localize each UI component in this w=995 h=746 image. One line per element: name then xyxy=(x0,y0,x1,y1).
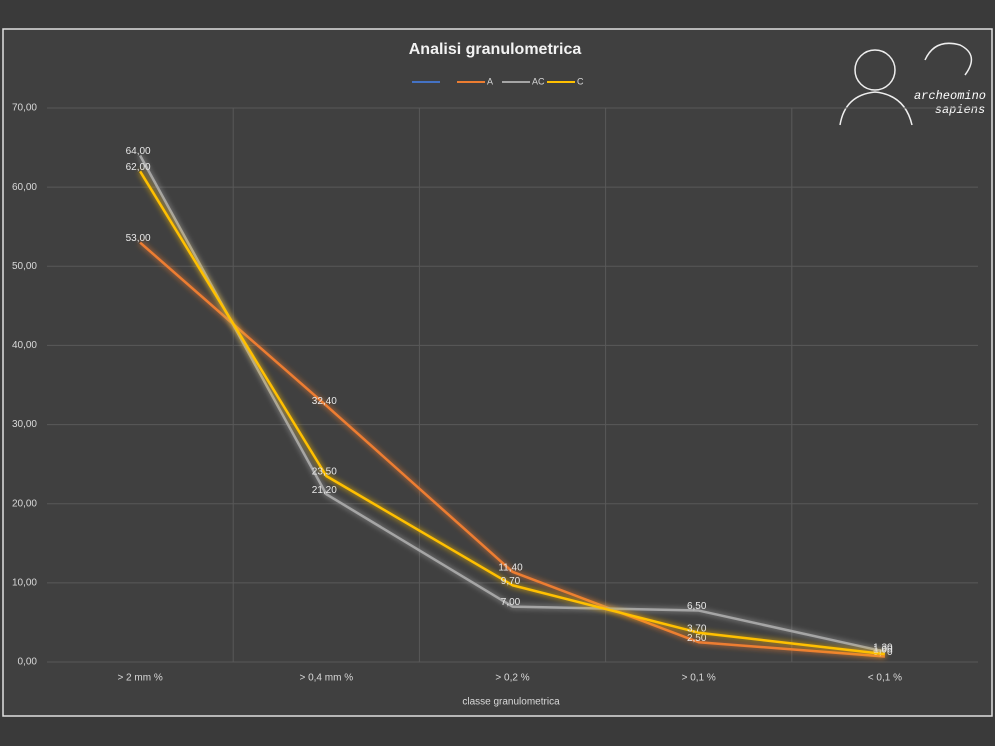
data-label: 9,70 xyxy=(501,576,521,587)
logo-text: archeomino xyxy=(914,89,986,103)
data-label: 11,40 xyxy=(498,562,523,573)
y-tick-label: 10,00 xyxy=(12,577,37,588)
legend-label: C xyxy=(577,76,584,86)
y-tick-label: 40,00 xyxy=(12,340,37,351)
y-tick-label: 60,00 xyxy=(12,182,37,193)
y-tick-label: 30,00 xyxy=(12,419,37,430)
logo: archeomino sapiens xyxy=(839,42,986,126)
chart-frame xyxy=(2,28,993,717)
data-label: 62,00 xyxy=(126,162,151,173)
data-label: 2,50 xyxy=(687,633,707,644)
x-tick-label: > 0,1 % xyxy=(682,673,716,684)
x-axis-label: classe granulometrica xyxy=(462,697,560,708)
legend-label: A xyxy=(487,76,493,86)
series-line xyxy=(139,170,886,656)
data-label: 1,00 xyxy=(873,645,893,656)
x-tick-label: > 0,2 % xyxy=(495,673,529,684)
data-label: 6,50 xyxy=(687,601,707,612)
data-label: 1,30 xyxy=(873,642,893,653)
data-label: 21,20 xyxy=(312,485,337,496)
x-tick-label: < 0,1 % xyxy=(868,673,902,684)
series-line xyxy=(139,154,886,653)
x-tick-label: > 0,4 mm % xyxy=(299,673,353,684)
logo-face xyxy=(854,49,896,91)
data-label: 53,00 xyxy=(126,233,151,244)
data-label: 7,00 xyxy=(501,597,521,608)
y-tick-label: 20,00 xyxy=(12,498,37,509)
y-tick-label: 70,00 xyxy=(12,103,37,114)
chart-title: Analisi granulometrica xyxy=(409,41,582,58)
data-label: 3,70 xyxy=(687,623,707,634)
logo-bubble xyxy=(924,42,973,76)
data-label: 23,50 xyxy=(312,467,337,478)
data-label: 0,70 xyxy=(873,647,893,658)
y-tick-label: 0,00 xyxy=(18,657,38,668)
data-label: 32,40 xyxy=(312,396,337,407)
series-line xyxy=(139,241,885,658)
data-label: 64,00 xyxy=(126,146,151,157)
logo-body xyxy=(839,91,913,126)
x-tick-label: > 2 mm % xyxy=(117,673,162,684)
legend-label: AC xyxy=(532,76,545,86)
y-tick-label: 50,00 xyxy=(12,261,37,272)
logo-text: sapiens xyxy=(935,103,985,117)
